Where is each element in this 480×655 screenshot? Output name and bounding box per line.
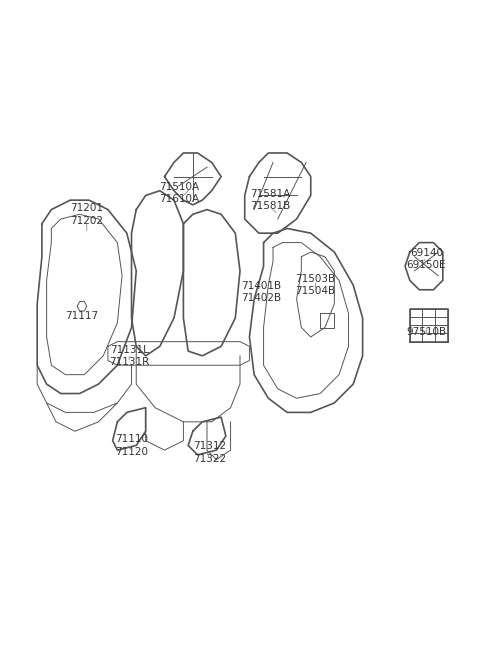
Text: 71117: 71117 bbox=[65, 310, 98, 321]
Text: 71401B
71402B: 71401B 71402B bbox=[241, 281, 281, 303]
Text: 71503B
71504B: 71503B 71504B bbox=[295, 274, 336, 296]
Text: 71312
71322: 71312 71322 bbox=[193, 441, 226, 464]
Text: 97510B: 97510B bbox=[406, 328, 446, 337]
Text: 69140
69150E: 69140 69150E bbox=[407, 248, 446, 271]
Text: 71510A
71610A: 71510A 71610A bbox=[158, 182, 199, 204]
Text: 71131L
71131R: 71131L 71131R bbox=[109, 345, 149, 367]
Text: 71201
71202: 71201 71202 bbox=[70, 203, 103, 225]
Text: 71110
71120: 71110 71120 bbox=[115, 434, 148, 457]
Text: 71581A
71581B: 71581A 71581B bbox=[251, 189, 291, 212]
